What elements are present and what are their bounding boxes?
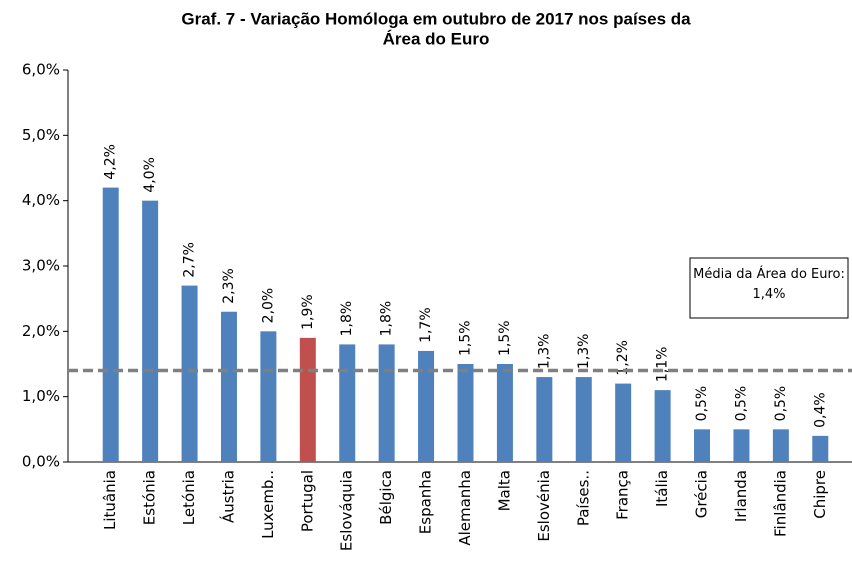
y-tick-label: 2,0% — [22, 322, 60, 340]
bar — [142, 200, 159, 462]
value-label: 2,7% — [182, 242, 198, 278]
bar — [418, 350, 435, 462]
value-label: 1,2% — [615, 340, 631, 376]
bar — [457, 364, 474, 462]
bar — [772, 429, 789, 462]
value-label: 1,1% — [655, 347, 671, 383]
bar — [299, 337, 316, 462]
x-tick-label: Espanha — [417, 470, 435, 534]
value-label: 4,2% — [103, 144, 119, 180]
x-tick-label: Estónia — [141, 470, 159, 525]
bar — [378, 344, 395, 462]
bar — [812, 435, 829, 462]
value-label: 2,0% — [260, 288, 276, 324]
bar — [260, 331, 277, 462]
x-tick-label: Áustria — [218, 470, 237, 523]
chart-title: Graf. 7 - Variação Homóloga em outubro d… — [181, 9, 691, 28]
x-tick-label: Luxemb.. — [259, 470, 277, 539]
x-tick-label: Irlanda — [732, 470, 750, 522]
x-tick-label: Grécia — [693, 470, 711, 518]
value-label: 1,5% — [497, 320, 513, 356]
x-tick-label: Países.. — [574, 470, 592, 526]
y-tick-label: 1,0% — [22, 387, 60, 405]
bar — [181, 285, 198, 462]
y-tick-label: 0,0% — [22, 453, 60, 471]
value-label: 1,8% — [339, 301, 355, 337]
bar — [694, 429, 711, 462]
y-tick-label: 6,0% — [22, 61, 60, 79]
bar — [220, 311, 237, 462]
value-label: 2,3% — [221, 268, 237, 304]
bar — [654, 390, 671, 462]
x-tick-label: Malta — [495, 470, 513, 511]
x-tick-label: Eslováquia — [338, 470, 356, 551]
y-tick-label: 5,0% — [22, 126, 60, 144]
x-tick-label: Itália — [653, 470, 671, 507]
value-label: 1,5% — [458, 320, 474, 356]
bar — [102, 187, 119, 462]
value-label: 1,3% — [536, 333, 552, 369]
x-tick-label: Letónia — [180, 470, 198, 525]
y-tick-label: 4,0% — [22, 191, 60, 209]
value-label: 1,9% — [300, 294, 316, 330]
x-tick-label: Chipre — [811, 470, 829, 519]
bar — [339, 344, 356, 462]
bar — [575, 377, 592, 462]
x-tick-label: Lituânia — [101, 470, 119, 530]
x-tick-label: Finlândia — [771, 470, 789, 537]
value-label: 1,3% — [576, 333, 592, 369]
annotation-text: Média da Área do Euro: 1,4% — [693, 267, 845, 302]
bar — [733, 429, 750, 462]
chart-title: Área do Euro — [383, 29, 490, 48]
x-tick-label: Alemanha — [456, 470, 474, 546]
value-label: 0,4% — [812, 392, 828, 428]
value-label: 0,5% — [694, 386, 710, 422]
value-label: 0,5% — [773, 386, 789, 422]
value-label: 1,8% — [379, 301, 395, 337]
annotation-box — [689, 257, 849, 319]
x-tick-label: Portugal — [298, 470, 316, 532]
x-tick-label: Eslovénia — [535, 470, 553, 542]
bar — [536, 377, 553, 462]
annotation: Média da Área do Euro: 1,4% — [693, 267, 845, 302]
value-label: 0,5% — [733, 386, 749, 422]
value-label: 4,0% — [142, 157, 158, 193]
bar — [496, 364, 513, 462]
y-tick-label: 3,0% — [22, 257, 60, 275]
x-tick-label: França — [614, 470, 632, 520]
value-label: 1,7% — [418, 307, 434, 343]
x-tick-label: Bélgica — [377, 470, 395, 525]
bar — [615, 383, 632, 462]
